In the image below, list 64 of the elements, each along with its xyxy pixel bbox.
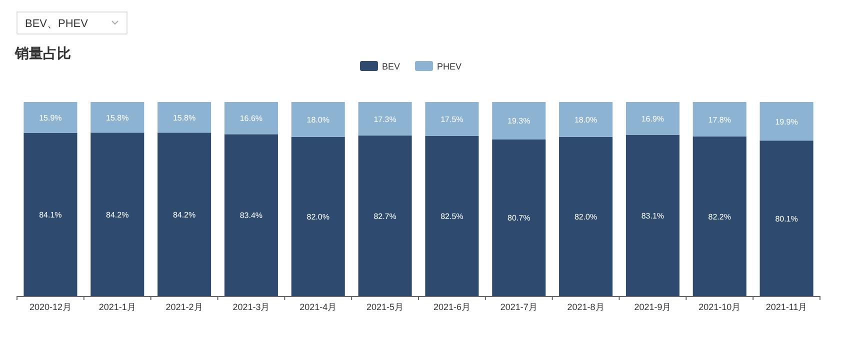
- bar: [358, 136, 412, 296]
- legend-label: PHEV: [437, 62, 462, 72]
- data-label: 17.5%: [440, 114, 464, 124]
- data-label: 15.8%: [172, 113, 196, 122]
- bar: [425, 136, 479, 296]
- data-label: 15.8%: [106, 113, 129, 122]
- bar: [626, 134, 680, 296]
- bar: [358, 102, 412, 136]
- data-label: 82.2%: [708, 212, 731, 222]
- bar: [425, 102, 479, 136]
- x-tick-label: 2021-11月: [766, 302, 808, 312]
- x-tick-label: 2021-6月: [433, 302, 470, 312]
- bar: [559, 136, 613, 296]
- data-label: 16.6%: [240, 114, 263, 124]
- data-label: 19.3%: [508, 116, 530, 126]
- x-tick-label: 2020-12月: [29, 302, 72, 312]
- data-label: 16.9%: [641, 114, 664, 124]
- data-label: 83.1%: [641, 211, 664, 220]
- x-tick-label: 2021-1月: [98, 302, 136, 312]
- x-tick-label: 2021-10月: [698, 302, 741, 312]
- text: BEV、PHEV: [25, 18, 89, 30]
- x-tick-label: 2021-3月: [232, 302, 270, 312]
- data-label: 80.7%: [508, 214, 530, 223]
- bar: [291, 136, 345, 296]
- x-tick-label: 2021-4月: [300, 302, 337, 312]
- data-label: 83.4%: [240, 211, 263, 220]
- bar: [492, 102, 546, 140]
- bar: [559, 102, 613, 137]
- bar: [692, 136, 746, 296]
- bar: [224, 134, 278, 296]
- bar: [158, 102, 212, 133]
- x-tick-label: 2021-8月: [567, 302, 604, 312]
- bar: [760, 102, 814, 141]
- data-label: 15.9%: [39, 113, 62, 122]
- data-label: 80.1%: [775, 214, 798, 224]
- bar: [90, 102, 144, 133]
- data-label: 84.1%: [39, 210, 62, 220]
- bar: [90, 132, 144, 296]
- bar: [224, 102, 278, 134]
- data-label: 84.2%: [172, 210, 196, 220]
- chart-title: 销量占比: [14, 45, 71, 61]
- data-label: 17.8%: [708, 115, 731, 124]
- legend-label: BEV: [382, 62, 400, 72]
- bar: [158, 132, 212, 296]
- data-label: 82.0%: [574, 212, 598, 222]
- bar: [626, 102, 680, 135]
- bar: [692, 102, 746, 137]
- data-label: 19.9%: [775, 117, 798, 126]
- bar: [24, 102, 78, 133]
- data-label: 17.3%: [374, 114, 396, 124]
- data-label: 82.7%: [374, 212, 396, 221]
- data-label: 18.0%: [574, 115, 598, 124]
- bar: [291, 102, 345, 137]
- bar: [760, 140, 814, 296]
- x-tick-label: 2021-5月: [366, 302, 404, 312]
- data-label: 84.2%: [106, 210, 129, 220]
- data-label: 82.0%: [306, 212, 330, 222]
- x-tick-label: 2021-2月: [166, 302, 203, 312]
- data-label: 18.0%: [306, 115, 330, 124]
- x-tick-label: 2021-7月: [500, 302, 538, 312]
- data-label: 82.5%: [440, 212, 464, 221]
- x-tick-label: 2021-9月: [634, 302, 672, 312]
- bar: [492, 139, 546, 296]
- bar: [24, 132, 78, 296]
